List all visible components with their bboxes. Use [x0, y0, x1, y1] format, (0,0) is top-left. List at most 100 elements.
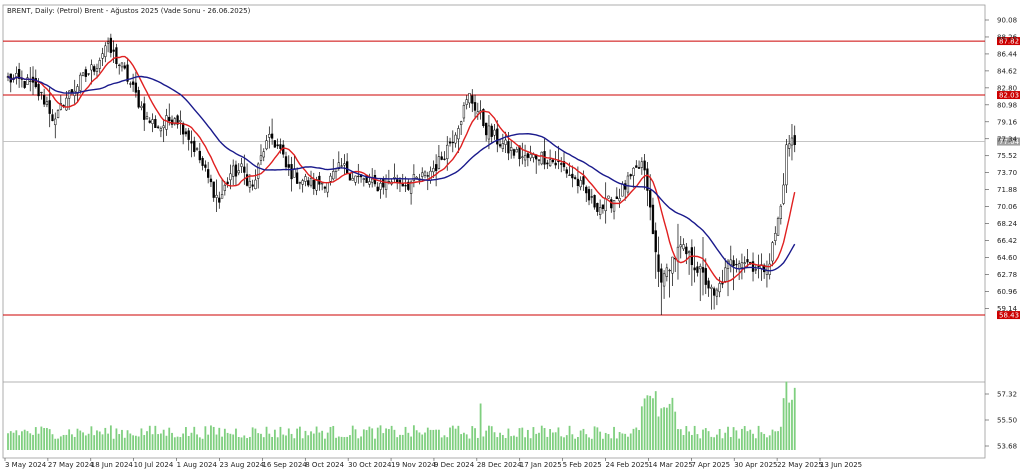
x-tick-label-0: 3 May 2024 — [5, 461, 47, 469]
volume-bar — [593, 426, 596, 450]
candle-body — [473, 102, 477, 111]
candle-body — [493, 129, 496, 136]
x-tick-label-4: 1 Aug 2024 — [177, 461, 218, 469]
candle-body — [382, 178, 385, 188]
volume-bar — [507, 428, 510, 450]
volume-bar — [404, 426, 407, 450]
volume-bar — [418, 432, 421, 450]
candle-body — [123, 65, 126, 69]
volume-bar — [137, 436, 140, 450]
candle-body — [459, 121, 463, 125]
candle-body — [621, 183, 624, 197]
volume-bar — [173, 437, 176, 450]
volume-bar — [251, 427, 254, 450]
volume-bar — [779, 426, 782, 450]
candle-body — [76, 86, 79, 94]
volume-bar — [777, 431, 779, 450]
volume-bar — [246, 438, 248, 450]
candle-body — [357, 175, 360, 178]
volume-bar — [735, 430, 738, 450]
volume-bar — [73, 436, 76, 450]
volume-bar — [557, 427, 560, 450]
candle-body — [701, 267, 705, 273]
candle-body — [351, 177, 354, 181]
x-tick-label-2: 18 Jun 2024 — [91, 461, 134, 469]
candle-body — [287, 164, 290, 168]
volume-bar — [438, 429, 440, 450]
volume-bar — [324, 438, 326, 450]
candle-body — [209, 178, 213, 183]
candle-body — [685, 246, 688, 255]
volume-bar — [190, 432, 193, 450]
candle-body — [434, 164, 438, 171]
volume-bar — [488, 425, 490, 450]
candle-body — [662, 273, 666, 287]
volume-bar — [326, 432, 329, 450]
y-tick-label-9: 73.70 — [997, 169, 1017, 177]
volume-bar — [21, 431, 23, 450]
volume-bar — [540, 425, 543, 450]
candle-body — [134, 82, 138, 93]
candle-body — [340, 165, 343, 167]
volume-bar — [15, 430, 18, 450]
volume-bar — [618, 432, 621, 450]
candle-body — [682, 244, 685, 250]
volume-bar — [285, 435, 287, 450]
volume-bar — [215, 434, 218, 450]
candle-body — [696, 266, 699, 273]
volume-bar — [362, 429, 365, 450]
volume-bar — [226, 432, 229, 450]
volume-bar — [329, 426, 332, 450]
volume-bar — [23, 429, 26, 450]
y-tick-label-6: 79.16 — [997, 118, 1018, 126]
candle-body — [576, 178, 580, 186]
volume-bar — [318, 432, 321, 450]
volume-bar — [162, 429, 165, 450]
volume-bar — [332, 425, 335, 450]
level-label-box-0 — [997, 37, 1020, 46]
candle-body — [126, 64, 129, 82]
candle-body — [590, 196, 593, 198]
candle-body — [782, 184, 785, 204]
candle-body — [537, 159, 541, 161]
candle-body — [754, 269, 757, 271]
candle-body — [746, 259, 749, 263]
candle-body — [724, 267, 727, 282]
volume-bar — [101, 434, 104, 450]
candle-body — [482, 109, 485, 127]
volume-bar — [351, 425, 354, 450]
volume-bar — [68, 429, 71, 450]
candle-body — [68, 90, 71, 99]
candle-body — [793, 135, 796, 146]
candle-body — [159, 128, 163, 132]
volume-bar — [165, 435, 168, 450]
x-tick-label-10: 9 Dec 2024 — [434, 461, 475, 469]
plot-frame — [2, 4, 986, 459]
y-tick-label-14: 64.60 — [997, 254, 1017, 262]
volume-bar — [121, 429, 123, 450]
candle-body — [448, 141, 452, 144]
volume-bar — [126, 430, 129, 450]
candle-body — [90, 64, 93, 71]
volume-bar — [632, 428, 635, 450]
volume-bar — [685, 426, 688, 450]
volume-bar — [460, 434, 463, 450]
candle-body — [409, 181, 413, 194]
volume-bar — [693, 425, 696, 450]
y-tick-label-0: 90.08 — [997, 17, 1017, 25]
candle-body — [29, 80, 32, 82]
candle-body — [343, 163, 346, 166]
candle-body — [42, 95, 46, 105]
volume-bar — [357, 438, 360, 450]
volume-bar — [590, 438, 593, 450]
volume-bar — [304, 430, 307, 450]
volume-bar — [62, 434, 65, 450]
candle-body — [187, 130, 190, 140]
volume-bar — [490, 426, 493, 450]
volume-bar — [668, 403, 671, 450]
volume-bar — [782, 398, 785, 450]
candle-body — [368, 181, 371, 185]
volume-bar — [432, 429, 435, 450]
